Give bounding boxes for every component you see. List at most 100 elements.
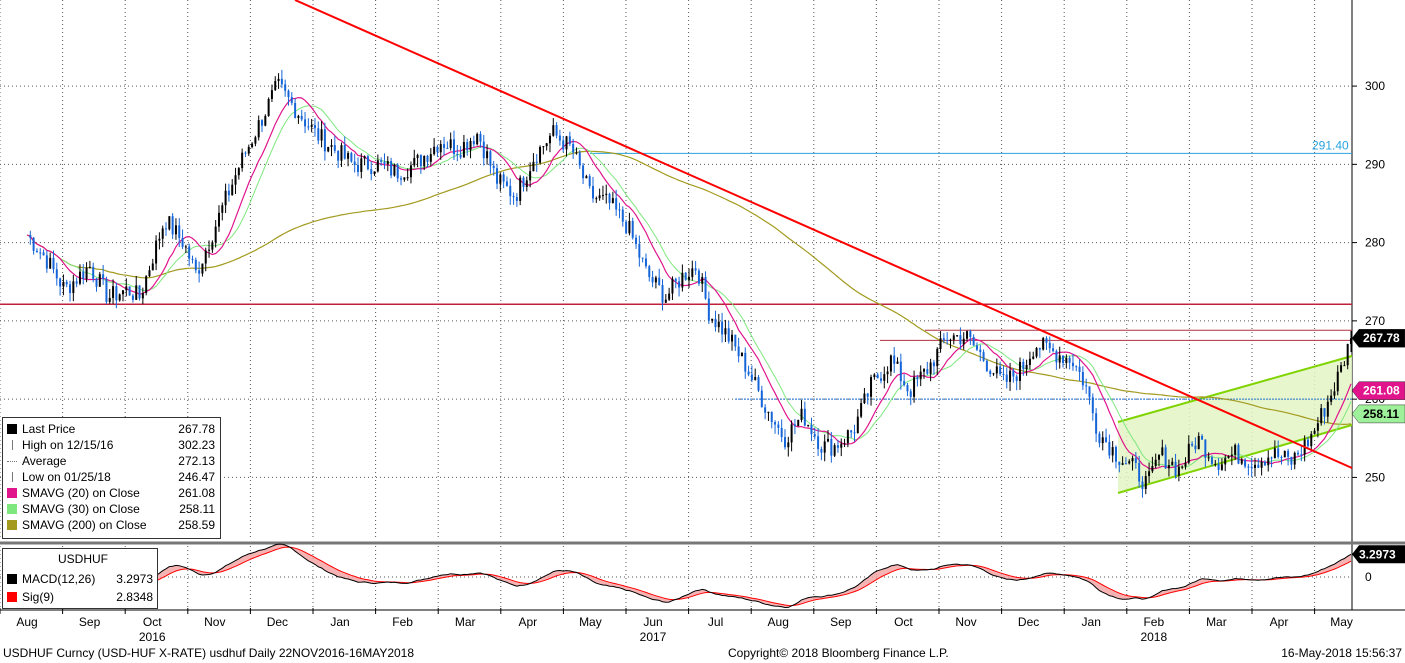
legend-row: SMAVG (20) on Close 261.08 — [7, 485, 215, 501]
candle-body — [409, 165, 412, 178]
candle-body — [423, 155, 426, 167]
candle-body — [469, 140, 472, 151]
candle-body — [419, 155, 422, 167]
candle-body — [211, 242, 214, 250]
legend-row: SMAVG (30) on Close 258.11 — [7, 501, 215, 517]
x-tick-label: Nov — [955, 615, 976, 629]
x-tick-label: Nov — [204, 615, 225, 629]
y-tick-label: 290 — [1365, 157, 1385, 171]
candle-body — [817, 436, 820, 450]
tag-sma30-text: 258.11 — [1363, 407, 1399, 421]
candle-body — [1300, 454, 1303, 456]
candle-body — [72, 281, 75, 294]
candle-body — [959, 335, 962, 345]
candle-body — [972, 337, 975, 346]
candle-body — [750, 374, 753, 380]
candle-body — [860, 403, 863, 417]
candle-body — [913, 377, 916, 397]
candle-body — [701, 277, 704, 284]
macd-legend: USDHUF MACD(12,26) 3.2973 Sig(9) 2.8348 — [2, 548, 158, 609]
candle-body — [502, 174, 505, 182]
candle-body — [330, 145, 333, 147]
candle-body — [1088, 386, 1091, 398]
candle-body — [333, 145, 336, 151]
candle-body — [52, 257, 55, 270]
trend-channel-upper — [1117, 355, 1353, 423]
x-tick-label: Sep — [79, 615, 101, 629]
candle-body — [595, 198, 598, 200]
candle-body — [982, 352, 985, 361]
price-legend: Last Price 267.78 High on 12/15/16 302.2… — [2, 417, 221, 539]
candle-body — [1022, 361, 1025, 370]
candle-body — [562, 140, 565, 150]
candle-body — [486, 151, 489, 159]
candle-body — [59, 278, 62, 287]
candle-body — [1191, 443, 1194, 446]
candle-body — [1018, 361, 1021, 381]
candle-body — [1293, 452, 1296, 465]
candle-body — [356, 164, 359, 172]
candle-body — [1297, 452, 1300, 455]
candle-body — [555, 125, 558, 136]
candle-body — [310, 125, 313, 127]
candle-body — [69, 284, 72, 294]
candle-body — [846, 430, 849, 444]
candle-body — [161, 228, 164, 239]
candle-body — [1224, 458, 1227, 465]
candle-body — [618, 209, 621, 211]
candle-body — [648, 266, 651, 278]
candle-body — [171, 216, 174, 235]
candle-body — [764, 407, 767, 413]
candle-body — [760, 390, 763, 408]
candle-body — [108, 297, 111, 302]
candle-body — [1250, 466, 1253, 468]
candle-body — [757, 377, 760, 391]
candle-body — [896, 361, 899, 364]
candle-body — [770, 411, 773, 423]
candle-body — [1158, 455, 1161, 460]
legend-swatch — [7, 424, 17, 434]
candle-body — [1009, 370, 1012, 382]
candle-body — [118, 294, 121, 301]
candle-body — [1071, 362, 1074, 367]
candle-body — [479, 133, 482, 142]
x-tick-label: Jul — [708, 615, 723, 629]
legend-label: SMAVG (20) on Close — [22, 486, 140, 500]
candle-body — [899, 361, 902, 382]
candle-body — [102, 274, 105, 280]
legend-row: Sig(9) 2.8348 — [7, 589, 153, 605]
candle-body — [476, 133, 479, 145]
candle-body — [204, 250, 207, 264]
candle-body — [1313, 430, 1316, 434]
candle-body — [1340, 365, 1343, 372]
candle-body — [244, 152, 247, 154]
candle-body — [807, 424, 810, 426]
candle-body — [1028, 358, 1031, 365]
legend-swatch — [12, 472, 14, 482]
candle-body — [1151, 465, 1154, 472]
candle-body — [98, 274, 101, 287]
candle-body — [39, 252, 42, 254]
candle-body — [1270, 457, 1273, 459]
legend-value: 302.23 — [178, 438, 215, 452]
candle-body — [1320, 408, 1323, 424]
candle-body — [923, 369, 926, 372]
candle-body — [1121, 463, 1124, 465]
candle-body — [813, 434, 816, 437]
x-year-label: 2016 — [139, 630, 166, 644]
candle-body — [780, 427, 783, 438]
candle-body — [396, 164, 399, 179]
candle-body — [1138, 462, 1141, 482]
candle-body — [277, 78, 280, 82]
candle-body — [317, 128, 320, 141]
candle-body — [1048, 342, 1051, 349]
candle-body — [217, 212, 220, 227]
candle-body — [75, 281, 78, 284]
candle-body — [1346, 344, 1349, 366]
candle-body — [853, 432, 856, 434]
tag-sma20-bg — [1351, 381, 1405, 400]
x-tick-label: Jan — [1082, 615, 1101, 629]
candle-body — [1310, 433, 1313, 447]
candle-body — [1058, 355, 1061, 363]
sma200-line — [26, 150, 1352, 426]
